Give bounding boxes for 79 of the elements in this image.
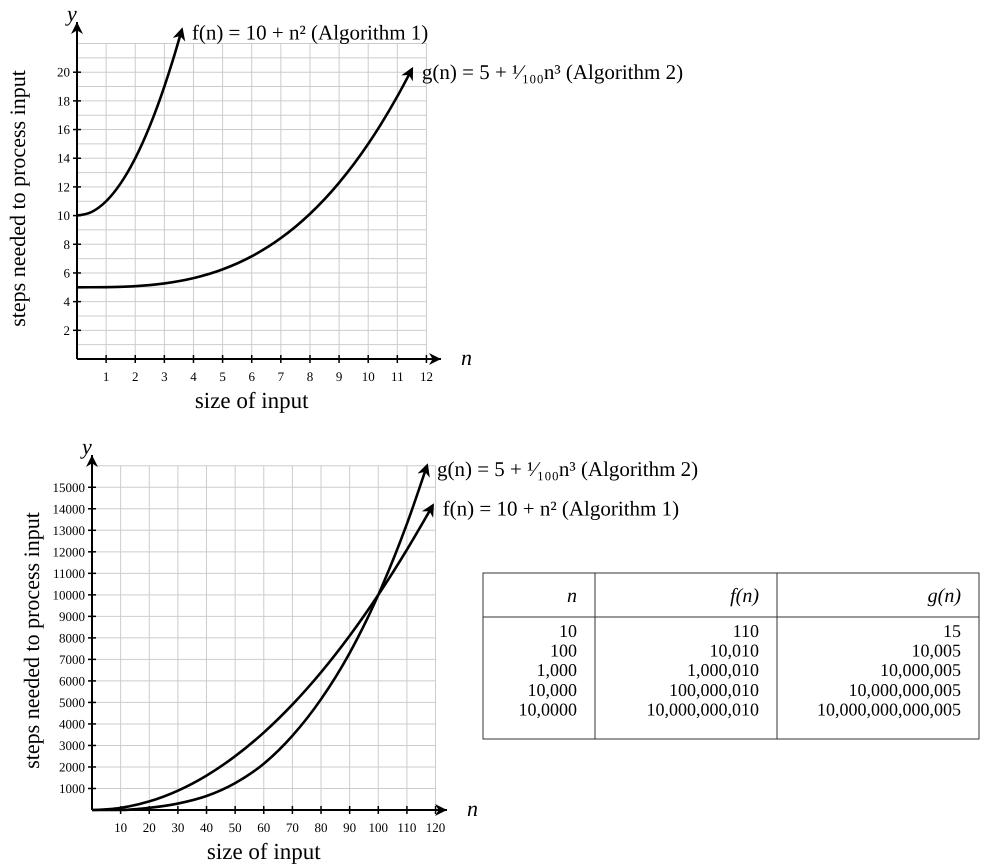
text: 15 bbox=[943, 621, 961, 641]
x-tick-label: 70 bbox=[286, 820, 299, 835]
x-tick-label: 11 bbox=[391, 369, 404, 384]
text: 10,010 bbox=[710, 640, 759, 661]
y-tick-label: 10 bbox=[57, 208, 70, 224]
x-tick-label: 110 bbox=[397, 820, 416, 835]
text: 10,000,000,005 bbox=[848, 680, 961, 700]
y-tick-label: 9000 bbox=[59, 608, 85, 624]
text: 10,0000 bbox=[518, 699, 577, 720]
y-tick-label: 15000 bbox=[52, 480, 85, 495]
x-tick-label: 8 bbox=[306, 369, 314, 384]
y-tick-label: 12000 bbox=[52, 544, 85, 560]
text: y bbox=[80, 434, 92, 459]
y-tick-label: 12 bbox=[57, 179, 70, 194]
text: n bbox=[467, 796, 478, 821]
y-tick-label: 20 bbox=[57, 64, 70, 80]
y-tick-label: 13000 bbox=[52, 522, 85, 538]
x-tick-label: 10 bbox=[114, 820, 128, 835]
y-tick-label: 5000 bbox=[59, 694, 85, 710]
x-tick-label: 40 bbox=[200, 820, 214, 835]
text: 10 bbox=[559, 621, 577, 641]
x-tick-label: 20 bbox=[142, 820, 156, 835]
text: f(n) bbox=[730, 585, 760, 607]
x-axis-title: size of input bbox=[206, 839, 322, 864]
x-tick-label: 50 bbox=[228, 820, 242, 835]
text: 1,000 bbox=[536, 660, 577, 680]
x-tick-label: 60 bbox=[257, 820, 270, 835]
series-label: f(n) = 10 + n² (Algorithm 1) bbox=[442, 496, 680, 521]
x-axis-title: size of input bbox=[194, 388, 310, 413]
y-tick-label: 8000 bbox=[59, 630, 85, 646]
series-label: g(n) = 5 + ¹⁄₁₀₀n³ (Algorithm 2) bbox=[422, 60, 684, 84]
text: 1,000,010 bbox=[687, 660, 759, 680]
series-label: f(n) = 10 + n² (Algorithm 1) bbox=[192, 20, 428, 45]
y-tick-label: 2000 bbox=[59, 759, 85, 774]
y-tick-label: 8 bbox=[64, 236, 70, 252]
x-tick-label: 7 bbox=[278, 369, 285, 384]
x-tick-label: 10 bbox=[362, 369, 375, 384]
y-tick-label: 18 bbox=[57, 93, 70, 108]
text: n bbox=[567, 585, 577, 607]
x-tick-label: 100 bbox=[368, 820, 388, 835]
y-tick-label: 2 bbox=[64, 322, 70, 338]
text: 100 bbox=[550, 640, 577, 661]
text: 110 bbox=[732, 621, 759, 641]
x-tick-label: 12 bbox=[420, 369, 433, 384]
y-tick-label: 4000 bbox=[59, 716, 85, 732]
x-tick-label: 1 bbox=[102, 369, 110, 384]
y-axis-title: steps needed to process input bbox=[19, 512, 44, 769]
x-tick-label: 5 bbox=[219, 369, 226, 384]
text: 10,005 bbox=[912, 640, 961, 661]
text: 100,000,010 bbox=[669, 680, 759, 700]
y-tick-label: 14 bbox=[57, 150, 70, 166]
x-tick-label: 4 bbox=[190, 369, 198, 384]
x-tick-label: 9 bbox=[336, 369, 342, 384]
y-tick-label: 1000 bbox=[59, 780, 85, 796]
y-tick-label: 6 bbox=[64, 265, 70, 280]
x-tick-label: 90 bbox=[343, 820, 356, 835]
y-tick-label: 7000 bbox=[59, 652, 85, 667]
y-tick-label: 10000 bbox=[52, 587, 85, 602]
text: n bbox=[461, 345, 472, 370]
text: 10,000,000,000,005 bbox=[817, 699, 961, 720]
text: 10,000,000,010 bbox=[646, 699, 759, 720]
x-tick-label: 2 bbox=[132, 369, 138, 384]
y-tick-label: 6000 bbox=[59, 673, 85, 688]
text: g(n) bbox=[928, 585, 962, 607]
text: 10,000 bbox=[528, 680, 577, 700]
text: 10,000,005 bbox=[880, 660, 961, 680]
x-tick-label: 6 bbox=[248, 369, 256, 384]
y-tick-label: 14000 bbox=[52, 501, 85, 516]
y-tick-label: 4 bbox=[64, 294, 70, 310]
x-tick-label: 3 bbox=[161, 369, 168, 384]
text: y bbox=[65, 1, 77, 26]
y-axis-title: steps needed to process input bbox=[5, 70, 30, 327]
y-tick-label: 3000 bbox=[59, 738, 85, 753]
series-label: g(n) = 5 + ¹⁄₁₀₀n³ (Algorithm 2) bbox=[436, 456, 698, 481]
x-tick-label: 80 bbox=[314, 820, 328, 835]
y-tick-label: 16 bbox=[57, 122, 70, 138]
x-tick-label: 30 bbox=[171, 820, 184, 835]
x-tick-label: 120 bbox=[426, 820, 446, 835]
y-tick-label: 11000 bbox=[52, 566, 85, 581]
